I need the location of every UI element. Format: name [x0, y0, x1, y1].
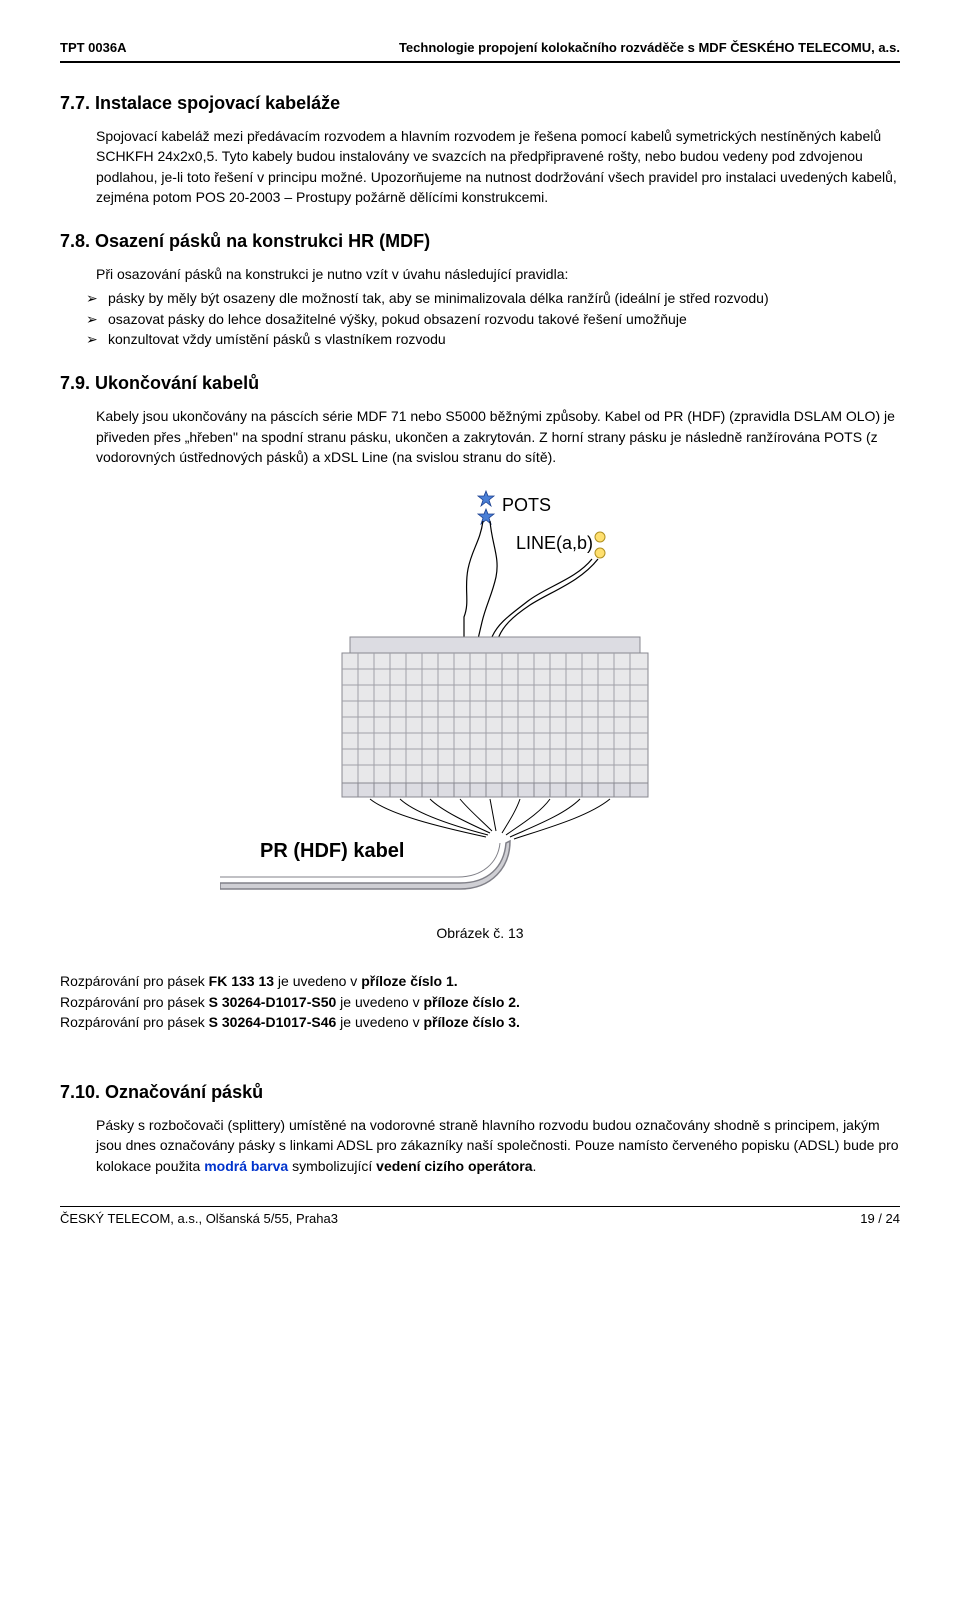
- section-7-8-intro: Při osazování pásků na konstrukci je nut…: [60, 264, 900, 284]
- footer-right: 19 / 24: [860, 1211, 900, 1226]
- section-7-9-body: Kabely jsou ukončovány na páscích série …: [60, 406, 900, 467]
- list-item: pásky by měly být osazeny dle možností t…: [86, 288, 900, 308]
- section-7-8-title: 7.8. Osazení pásků na konstrukci HR (MDF…: [60, 231, 900, 252]
- footer-left: ČESKÝ TELECOM, a.s., Olšanská 5/55, Prah…: [60, 1211, 338, 1226]
- line-label: LINE(a,b): [516, 533, 593, 553]
- header-right: Technologie propojení kolokačního rozvád…: [399, 40, 900, 55]
- cable-label: PR (HDF) kabel: [260, 840, 404, 862]
- figure-caption: Obrázek č. 13: [436, 925, 523, 941]
- section-7-8-list: pásky by měly být osazeny dle možností t…: [60, 288, 900, 349]
- pots-label: POTS: [502, 495, 551, 515]
- rozparovani-line-1: Rozpárování pro pásek FK 133 13 je uvede…: [60, 971, 900, 1032]
- list-item: konzultovat vždy umístění pásků s vlastn…: [86, 329, 900, 349]
- section-7-7-title: 7.7. Instalace spojovací kabeláže: [60, 93, 900, 114]
- list-item: osazovat pásky do lehce dosažitelné výšk…: [86, 309, 900, 329]
- page-footer: ČESKÝ TELECOM, a.s., Olšanská 5/55, Prah…: [60, 1211, 900, 1226]
- header-left: TPT 0036A: [60, 40, 126, 55]
- section-7-10-body: Pásky s rozbočovači (splittery) umístěné…: [60, 1115, 900, 1176]
- section-7-7-body: Spojovací kabeláž mezi předávacím rozvod…: [60, 126, 900, 207]
- page-header: TPT 0036A Technologie propojení kolokačn…: [60, 40, 900, 59]
- figure-13: POTS LINE(a,b): [60, 487, 900, 941]
- section-7-9-title: 7.9. Ukončování kabelů: [60, 373, 900, 394]
- mdf-diagram-svg: POTS LINE(a,b): [220, 487, 740, 907]
- footer-rule: [60, 1206, 900, 1207]
- section-7-10-title: 7.10. Označování pásků: [60, 1082, 900, 1103]
- header-rule: [60, 61, 900, 63]
